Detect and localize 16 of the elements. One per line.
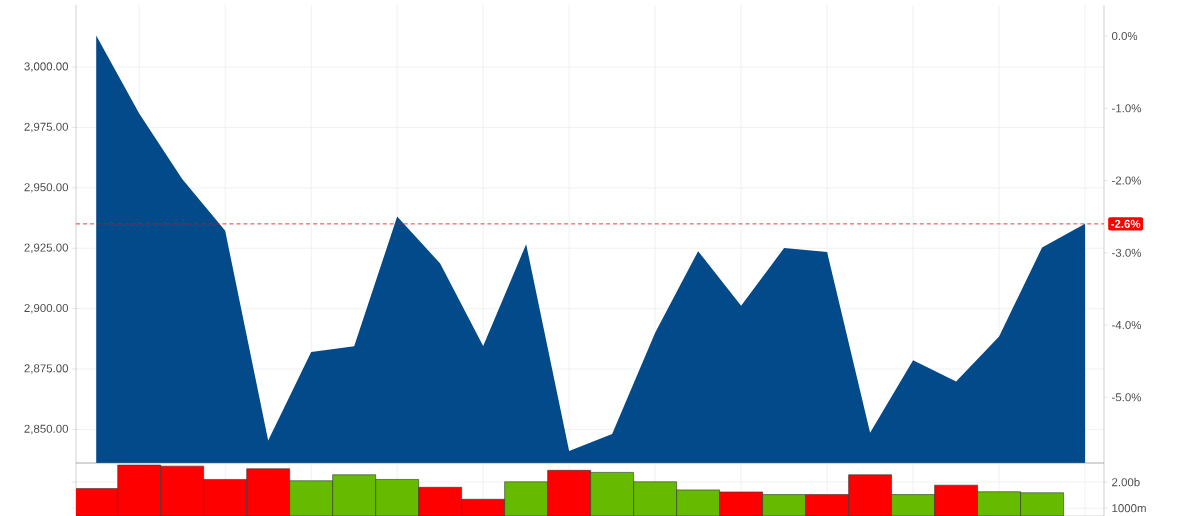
y2-tick-label: -3.0% [1112, 248, 1142, 257]
y-tick-label: 3,000.00 [24, 62, 69, 72]
y2-tick-label: 0.0% [1111, 32, 1138, 41]
y2-tick-label: -2.0% [1112, 176, 1142, 185]
y2-tick-label: -5.0% [1112, 393, 1142, 402]
y2-tick-label: -1.0% [1112, 104, 1142, 113]
y-tick-label: 2,875.00 [24, 364, 69, 374]
y-tick-label: 2,975.00 [24, 122, 69, 133]
y-tick-label: 2,925.00 [24, 243, 69, 253]
y-tick-label: 2,950.00 [24, 183, 69, 193]
y-tick-label: 2.00b [1112, 477, 1140, 487]
y2-tick-label: -4.0% [1112, 320, 1142, 330]
y-tick-label: 2,900.00 [24, 303, 69, 314]
y-tick-label: 1000m [1112, 504, 1146, 513]
y-tick-label: 2,850.00 [24, 424, 69, 435]
ref-line-label: -2.6% [1111, 219, 1141, 228]
